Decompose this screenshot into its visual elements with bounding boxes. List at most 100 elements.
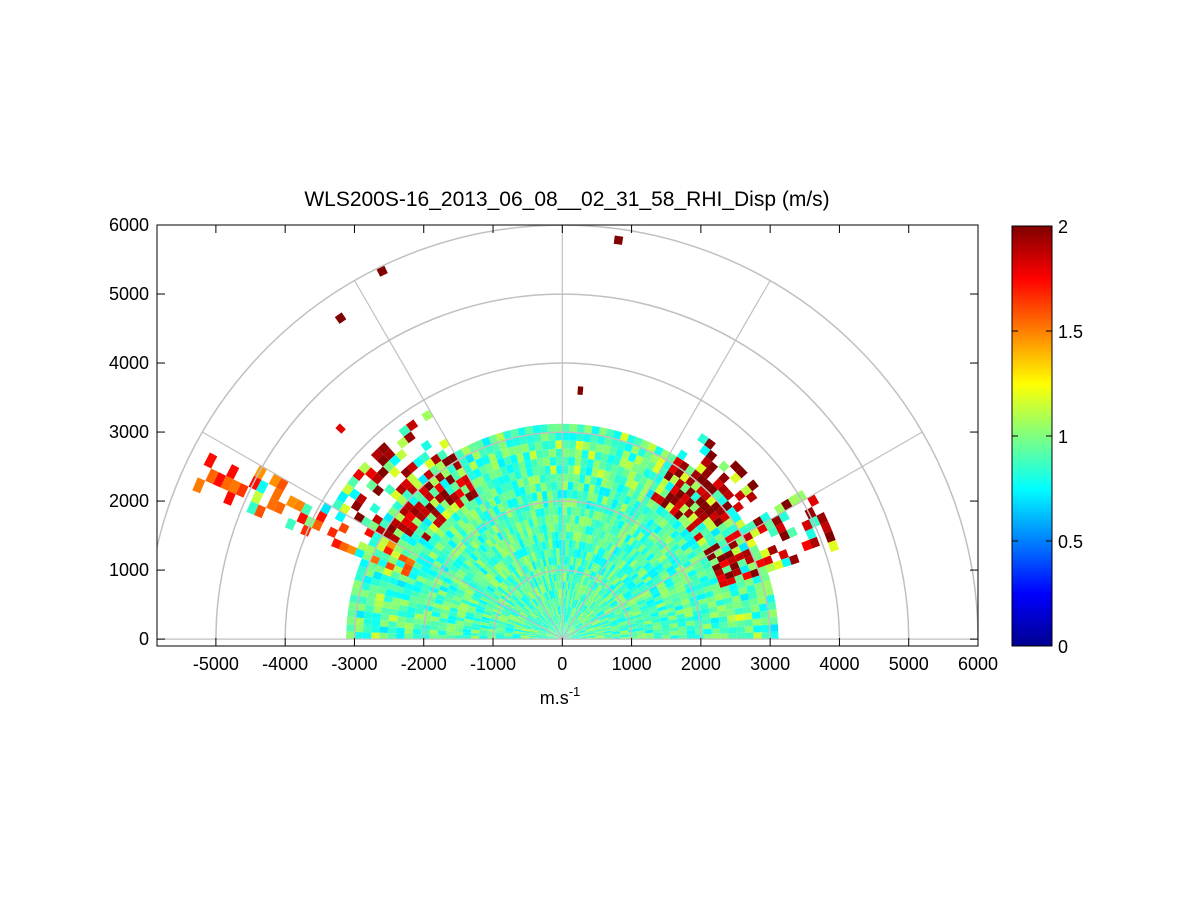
- radar-cell: [708, 511, 720, 522]
- radar-cell: [677, 621, 687, 627]
- radar-cell: [567, 626, 574, 633]
- radar-cell: [682, 560, 692, 569]
- radar-cell: [509, 596, 518, 604]
- radar-cell: [406, 577, 416, 586]
- radar-cell: [577, 612, 583, 620]
- radar-cell: [600, 601, 609, 609]
- radar-cell: [557, 490, 563, 499]
- radar-cell: [547, 423, 556, 433]
- radar-cell: [449, 565, 459, 574]
- radar-cell: [695, 496, 706, 507]
- radar-cell: [503, 591, 512, 599]
- radar-cell: [658, 518, 668, 529]
- radar-cell: [570, 636, 579, 638]
- radar-cell: [628, 507, 638, 518]
- radar-cell: [573, 523, 579, 533]
- radar-cell: [448, 552, 458, 562]
- radar-cell: [659, 477, 670, 488]
- radar-cell: [474, 505, 483, 516]
- radar-cell: [801, 539, 813, 552]
- radar-cell: [457, 609, 467, 616]
- radar-cell: [550, 616, 555, 625]
- radar-cell: [610, 575, 618, 584]
- radar-cell: [636, 522, 646, 532]
- radar-cell: [494, 575, 503, 584]
- radar-cell: [518, 530, 526, 540]
- radar-cell: [456, 518, 467, 529]
- radar-cell: [578, 631, 587, 635]
- radar-cell: [439, 613, 449, 619]
- radar-cell: [596, 537, 603, 547]
- radar-cell: [513, 628, 522, 632]
- radar-cell: [726, 608, 736, 616]
- radar-cell: [633, 613, 643, 619]
- radar-cell: [762, 555, 774, 566]
- radar-cell: [598, 460, 607, 471]
- radar-cell: [511, 523, 519, 534]
- radar-cell: [705, 449, 718, 462]
- radar-cell: [534, 483, 542, 493]
- radar-cell: [609, 534, 617, 544]
- radar-cell: [605, 514, 613, 524]
- radar-cell: [479, 492, 489, 503]
- radar-cell: [564, 614, 567, 623]
- radar-cell: [599, 600, 607, 608]
- radar-cell: [521, 585, 529, 594]
- radar-cell: [605, 428, 615, 439]
- radar-cell: [505, 623, 515, 628]
- radar-cell: [637, 599, 646, 606]
- radar-cell: [567, 615, 571, 624]
- radar-cell: [717, 610, 727, 618]
- radar-cell: [761, 624, 770, 633]
- radar-cell: [600, 620, 610, 625]
- radar-cell: [608, 489, 617, 499]
- radar-cell: [434, 482, 445, 494]
- radar-cell: [397, 553, 409, 563]
- radar-cell: [664, 481, 675, 492]
- radar-cell: [586, 610, 594, 617]
- radar-cell: [607, 615, 617, 621]
- radar-cell: [509, 454, 519, 464]
- radar-cell: [484, 588, 494, 596]
- radar-cell: [575, 540, 580, 550]
- radar-cell: [530, 509, 537, 519]
- radar-cell: [415, 511, 427, 522]
- radar-cell: [396, 579, 407, 588]
- radar-cell: [540, 550, 545, 559]
- radar-cell: [643, 549, 652, 559]
- radar-cell: [564, 606, 566, 615]
- radar-cell: [576, 583, 581, 592]
- radar-cell: [699, 444, 711, 457]
- radar-cell: [587, 635, 596, 638]
- radar-cell: [516, 589, 524, 598]
- radar-cell: [564, 623, 568, 632]
- radar-cell: [586, 630, 595, 634]
- radar-cell: [544, 515, 551, 525]
- radar-cell: [590, 562, 597, 571]
- radar-cell: [651, 534, 661, 544]
- radar-cell: [479, 567, 489, 576]
- radar-cell: [728, 627, 737, 634]
- radar-cell: [602, 470, 611, 480]
- radar-cell: [571, 540, 577, 549]
- radar-cell: [420, 565, 431, 574]
- radar-cell: [549, 628, 556, 634]
- radar-cell: [702, 618, 712, 625]
- radar-cell: [417, 598, 427, 605]
- radar-cell: [816, 512, 829, 525]
- radar-cell: [484, 529, 493, 539]
- radar-cell: [522, 528, 529, 538]
- radar-cell: [557, 606, 560, 615]
- radar-cell: [388, 576, 399, 586]
- radar-cell: [538, 524, 544, 534]
- radar-cell: [608, 573, 616, 582]
- radar-cell: [557, 623, 561, 632]
- radar-cell: [575, 623, 583, 630]
- radar-cell: [546, 582, 551, 592]
- radar-cell: [710, 542, 721, 553]
- radar-cell: [617, 583, 626, 592]
- radar-cell: [521, 629, 530, 633]
- radar-cell: [573, 465, 581, 475]
- radar-cell: [660, 531, 670, 542]
- radar-cell: [657, 584, 667, 592]
